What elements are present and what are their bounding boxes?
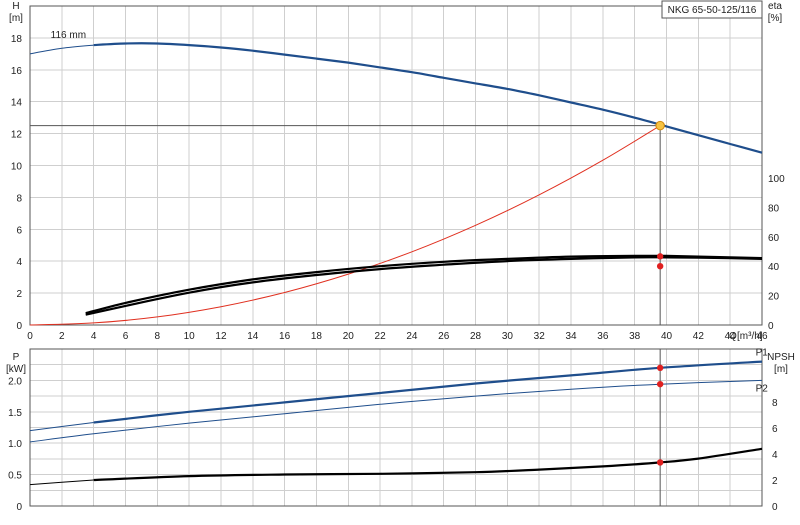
y-tick-label: 10	[11, 162, 23, 173]
y2-tick-label: 20	[768, 292, 780, 303]
grid-layer	[29, 0, 763, 507]
x-tick-label: 10	[184, 331, 196, 342]
y2-tick-label: 80	[768, 203, 780, 214]
p2-series-label: P2	[756, 383, 769, 394]
p-tick-label: 2.0	[8, 376, 22, 387]
x-tick-label: 36	[597, 331, 609, 342]
efficiency-marker	[656, 263, 664, 270]
npsh-tick-label: 0	[772, 502, 778, 513]
x-tick-label: 22	[375, 331, 387, 342]
plot-frame-bottom	[29, 348, 763, 507]
y-tick-label: 4	[16, 257, 22, 268]
x-tick-label: 2	[59, 331, 65, 342]
p-tick-label: 1.0	[8, 439, 22, 450]
x-tick-label: 20	[343, 331, 355, 342]
x-tick-label: 24	[406, 331, 418, 342]
x-axis-unit: [m³/h]	[737, 331, 763, 342]
efficiency-a-curve	[85, 256, 763, 316]
p-axis-unit: [kW]	[6, 364, 26, 375]
x-tick-label: 32	[534, 331, 546, 342]
y2-tick-label: 60	[768, 233, 780, 244]
pump-model-title: NKG 65-50-125/116	[668, 5, 757, 16]
y2-tick-label: 0	[768, 321, 774, 332]
y-axis-unit: [m]	[9, 13, 23, 24]
head-curve	[93, 42, 763, 154]
npsh-tick-label: 4	[772, 450, 778, 461]
npsh-axis-label: NPSH	[767, 352, 795, 363]
y2-tick-label: 40	[768, 262, 780, 273]
x-tick-label: 4	[91, 331, 97, 342]
curves-layer	[29, 42, 763, 506]
x-tick-label: 28	[470, 331, 482, 342]
y-tick-label: 8	[16, 193, 22, 204]
y-tick-label: 2	[16, 289, 22, 300]
y2-axis-unit: [%]	[768, 13, 783, 24]
impeller-diameter-label: 116 mm	[51, 30, 86, 41]
y2-axis-label: eta	[768, 1, 782, 12]
x-tick-label: 12	[215, 331, 227, 342]
y-tick-label: 16	[11, 66, 23, 77]
y-tick-label: 12	[11, 130, 23, 141]
x-tick-label: 38	[629, 331, 641, 342]
power-npsh-marker	[656, 459, 664, 466]
p-tick-label: 1.5	[8, 408, 22, 419]
x-tick-label: 46	[756, 331, 768, 342]
y-tick-label: 14	[11, 98, 23, 109]
x-tick-label: 26	[438, 331, 450, 342]
plot-frame-top	[29, 5, 763, 326]
p1-series-label: P1	[756, 348, 769, 359]
title-box	[661, 0, 763, 19]
x-tick-label: 6	[123, 331, 129, 342]
x-tick-label: 42	[693, 331, 705, 342]
x-tick-label: 34	[565, 331, 577, 342]
p1-curve-thin	[29, 422, 94, 432]
power-npsh-marker	[656, 364, 664, 372]
npsh-tick-label: 6	[772, 424, 778, 435]
x-tick-label: 44	[725, 331, 737, 342]
y-tick-label: 0	[16, 321, 22, 332]
x-tick-label: 40	[661, 331, 673, 342]
x-tick-label: 18	[311, 331, 323, 342]
x-axis-label: Q	[729, 331, 737, 342]
efficiency-marker	[656, 253, 664, 260]
power-npsh-marker	[656, 380, 664, 388]
duty-point-marker	[655, 120, 665, 131]
p-tick-label: 0	[16, 502, 22, 513]
p2-curve	[29, 379, 763, 443]
p-axis-label: P	[13, 352, 20, 363]
npsh-axis-unit: [m]	[774, 364, 788, 375]
npsh-curve	[93, 447, 763, 482]
y-tick-label: 18	[11, 34, 23, 45]
p-tick-label: 0.5	[8, 471, 22, 482]
y2-tick-label: 100	[768, 174, 785, 185]
p1-curve	[93, 360, 763, 424]
npsh-tick-label: 2	[772, 476, 778, 487]
efficiency-b-curve	[85, 254, 763, 315]
markers-layer	[655, 120, 665, 466]
system-curve	[29, 125, 661, 326]
x-tick-label: 14	[247, 331, 259, 342]
x-tick-label: 16	[279, 331, 291, 342]
x-tick-label: 8	[155, 331, 161, 342]
npsh-tick-label: 8	[772, 398, 778, 409]
npsh-curve-thin	[29, 479, 94, 486]
y-axis-label: H	[12, 1, 19, 12]
y-tick-label: 6	[16, 225, 22, 236]
x-tick-label: 30	[502, 331, 514, 342]
x-tick-label: 0	[27, 331, 33, 342]
head-curve-thin	[29, 44, 94, 55]
